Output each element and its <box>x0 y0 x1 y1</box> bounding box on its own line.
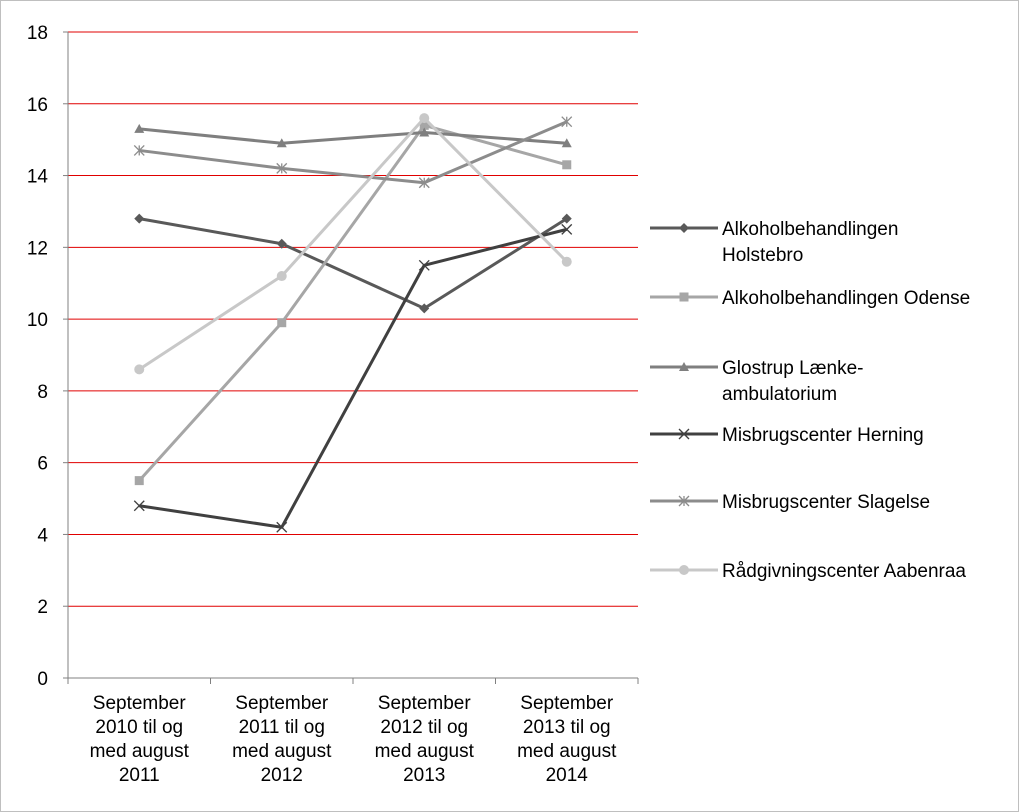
legend-label: Alkoholbehandlingen Odense <box>722 288 970 309</box>
data-point <box>678 495 690 507</box>
series-line <box>138 123 568 482</box>
data-point <box>419 113 430 124</box>
legend-label: Misbrugscenter Herning <box>722 425 924 446</box>
legend-entry: Glostrup Lænke-ambulatorium <box>650 358 864 405</box>
legend-entry: Alkoholbehandlingen Holstebro <box>650 219 898 266</box>
series-misbrugscenter-herning <box>133 223 573 533</box>
x-axis-category-labels: September 2010 til og med august 2011 Septem… <box>90 693 618 786</box>
series-alkoholbehandlingen-holstebro <box>134 213 572 314</box>
y-tick-label: 10 <box>27 310 48 331</box>
y-tick-label: 8 <box>37 382 48 403</box>
x-category-label: September 2011 til og med august 2012 <box>232 693 332 786</box>
data-series <box>133 113 573 533</box>
y-tick-label: 18 <box>27 23 48 44</box>
legend-entry: Rådgivningscenter Aabenraa <box>650 561 966 582</box>
data-point <box>679 223 689 233</box>
legend-entry: Misbrugscenter Slagelse <box>650 492 930 513</box>
data-point <box>419 303 430 314</box>
data-point <box>419 120 429 130</box>
legend-entry: Alkoholbehandlingen Odense <box>650 288 970 309</box>
data-point <box>133 500 145 512</box>
legend-label: Rådgivningscenter Aabenraa <box>722 561 966 582</box>
data-point <box>561 116 573 128</box>
y-tick-label: 14 <box>27 167 49 188</box>
data-point <box>276 271 287 282</box>
legend-label: Glostrup Lænke-ambulatorium <box>722 358 864 405</box>
data-point <box>134 123 145 133</box>
series-line <box>139 227 568 529</box>
legend: Alkoholbehandlingen Holstebro Alkoholbehan… <box>650 219 970 582</box>
legend-label: Alkoholbehandlingen Holstebro <box>722 219 898 266</box>
series-line <box>139 120 568 185</box>
data-point <box>418 259 430 271</box>
gridlines <box>68 31 638 607</box>
series-line <box>139 127 567 145</box>
series-line <box>138 217 568 310</box>
series-alkoholbehandlingen-odense <box>134 120 572 486</box>
data-point <box>561 213 572 224</box>
data-point <box>134 213 145 224</box>
y-tick-label: 2 <box>37 597 48 618</box>
y-tick-label: 12 <box>27 238 48 259</box>
y-tick-label: 6 <box>37 454 48 475</box>
series-r-dgivningscenter-aabenraa <box>134 113 572 375</box>
data-point <box>561 256 572 267</box>
data-point <box>678 428 690 440</box>
data-point <box>562 160 572 170</box>
legend-entry: Misbrugscenter Herning <box>650 425 924 446</box>
data-point <box>276 138 287 148</box>
data-point <box>133 144 145 156</box>
data-point <box>134 476 144 486</box>
data-point <box>276 238 287 249</box>
series-glostrup-l-nke-ambulatorium <box>134 123 572 148</box>
data-point <box>679 565 689 575</box>
axes <box>63 31 639 684</box>
data-point <box>276 521 288 533</box>
data-point <box>679 292 689 302</box>
y-tick-label: 16 <box>27 95 48 116</box>
series-line <box>138 116 568 371</box>
data-point <box>418 177 430 189</box>
y-tick-label: 0 <box>37 669 48 690</box>
y-axis-tick-labels: 0 2 4 6 8 10 12 14 16 18 <box>27 23 49 690</box>
x-category-label: September 2013 til og med august 2014 <box>517 693 617 786</box>
data-point <box>679 362 689 371</box>
data-point <box>419 127 430 137</box>
data-point <box>277 318 287 328</box>
series-misbrugscenter-slagelse <box>133 116 573 189</box>
data-point <box>561 223 573 235</box>
x-category-label: September 2012 til og med august 2013 <box>375 693 475 786</box>
y-tick-label: 4 <box>37 525 48 546</box>
data-point <box>561 138 572 148</box>
data-point <box>134 364 145 375</box>
x-category-label: September 2010 til og med august 2011 <box>90 693 190 786</box>
legend-label: Misbrugscenter Slagelse <box>722 492 930 513</box>
data-point <box>276 162 288 174</box>
